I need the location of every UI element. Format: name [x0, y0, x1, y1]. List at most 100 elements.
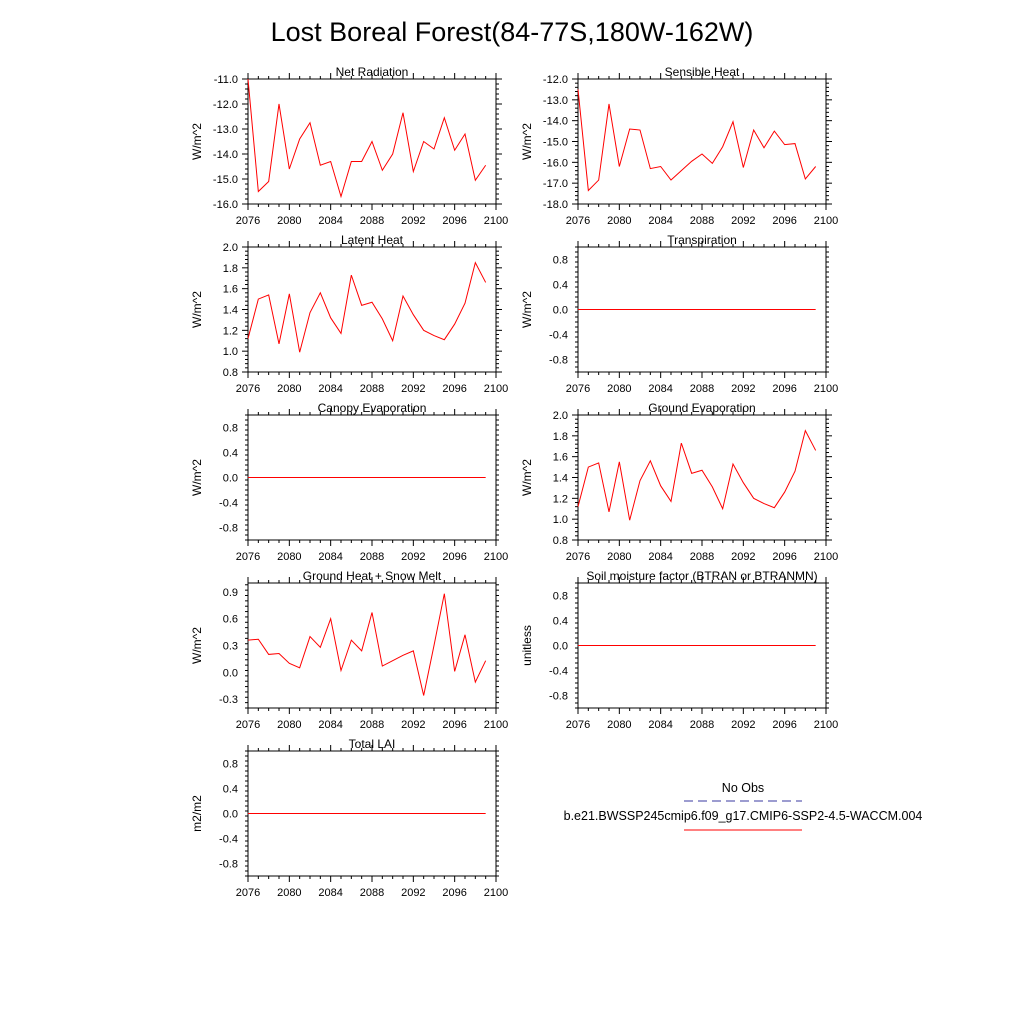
legend: No Obs b.e21.BWSSP245cmip6.f09_g17.CMIP6…: [564, 781, 923, 831]
x-tick-label: 2076: [566, 551, 590, 563]
x-tick-label: 2084: [318, 383, 342, 395]
y-tick-label: -0.4: [219, 498, 238, 510]
panel-title: Total LAI: [349, 737, 396, 751]
panel-title: Soil moisture factor (BTRAN or BTRANMN): [586, 569, 817, 583]
series-line-1: [247, 593, 487, 696]
y-tick-label: -17.0: [543, 178, 568, 190]
x-tick-label: 2076: [236, 215, 260, 227]
x-tick-label: 2076: [236, 719, 260, 731]
y-axis-label: W/m^2: [190, 291, 204, 328]
x-tick-label: 2100: [484, 887, 508, 899]
x-tick-label: 2100: [814, 719, 838, 731]
y-tick-label: 0.0: [223, 667, 238, 679]
x-tick-label: 2076: [236, 887, 260, 899]
x-tick-label: 2084: [318, 215, 342, 227]
panel-title: Ground Evaporation: [648, 401, 755, 415]
y-tick-label: -16.0: [543, 157, 568, 169]
chart-panel-5: Canopy Evaporation W/m^2 2076 2080 2084 2088 2…: [190, 401, 508, 563]
y-tick-label: -0.8: [219, 523, 238, 535]
x-tick-label: 2092: [401, 719, 425, 731]
y-tick-label: 0.8: [553, 255, 568, 267]
x-tick-label: 2100: [484, 551, 508, 563]
plot-frame: [577, 414, 827, 541]
x-tick-label: 2096: [442, 551, 466, 563]
panel-title: Canopy Evaporation: [318, 401, 427, 415]
y-tick-label: 0.0: [553, 641, 568, 653]
y-tick-label: 1.4: [223, 305, 238, 317]
x-tick-label: 2088: [690, 551, 714, 563]
x-tick-label: 2084: [648, 719, 672, 731]
plot-frame: [247, 246, 497, 373]
x-tick-label: 2096: [772, 215, 796, 227]
x-tick-label: 2096: [442, 887, 466, 899]
legend-label-obs: No Obs: [722, 781, 764, 795]
x-tick-label: 2096: [442, 383, 466, 395]
x-tick-label: 2100: [814, 383, 838, 395]
x-tick-label: 2088: [690, 215, 714, 227]
x-tick-label: 2092: [401, 551, 425, 563]
panel-title: Transpiration: [667, 233, 737, 247]
y-tick-label: -12.0: [213, 99, 238, 111]
y-tick-label: -0.8: [219, 859, 238, 871]
x-tick-label: 2084: [648, 383, 672, 395]
y-tick-label: 0.4: [553, 616, 568, 628]
panel-title: Latent Heat: [341, 233, 404, 247]
x-tick-label: 2088: [360, 887, 384, 899]
y-tick-label: -16.0: [213, 199, 238, 211]
x-tick-label: 2092: [731, 383, 755, 395]
x-tick-label: 2092: [401, 215, 425, 227]
x-tick-label: 2080: [277, 383, 301, 395]
y-tick-label: 1.6: [223, 284, 238, 296]
y-axis-label: unitless: [520, 625, 534, 666]
y-tick-label: 1.0: [223, 346, 238, 358]
series-line-1: [577, 89, 817, 192]
x-tick-label: 2092: [731, 551, 755, 563]
x-tick-label: 2080: [607, 215, 631, 227]
x-tick-label: 2092: [731, 719, 755, 731]
y-tick-label: 0.4: [223, 448, 238, 460]
y-tick-label: 0.4: [223, 784, 238, 796]
y-tick-label: 2.0: [223, 242, 238, 254]
x-tick-label: 2096: [772, 383, 796, 395]
x-tick-label: 2088: [690, 383, 714, 395]
y-tick-label: 0.6: [223, 614, 238, 626]
chart-panel-2: Sensible Heat W/m^2 2076 2080 2084 2088 2092 20…: [520, 65, 838, 227]
y-tick-label: 0.8: [223, 367, 238, 379]
y-tick-label: 0.4: [553, 280, 568, 292]
y-tick-label: 1.8: [223, 263, 238, 275]
y-tick-label: -0.8: [549, 691, 568, 703]
y-tick-label: 2.0: [553, 410, 568, 422]
x-tick-label: 2088: [360, 719, 384, 731]
x-tick-label: 2080: [277, 215, 301, 227]
chart-panel-9: Total LAI m2/m2 2076 2080 2084 2088 2092 2096 21…: [190, 737, 508, 899]
x-tick-label: 2096: [772, 551, 796, 563]
panel-title: Sensible Heat: [665, 65, 740, 79]
series-line-1: [247, 261, 487, 353]
chart-panel-4: Transpiration W/m^2 2076 2080 2084 2088 2092 20…: [520, 233, 838, 395]
y-tick-label: -14.0: [543, 116, 568, 128]
x-tick-label: 2076: [236, 383, 260, 395]
y-tick-label: -18.0: [543, 199, 568, 211]
chart-panel-8: Soil moisture factor (BTRAN or BTRANMN) u…: [520, 569, 838, 731]
series-line-1: [247, 78, 487, 199]
x-tick-label: 2088: [690, 719, 714, 731]
x-tick-label: 2092: [401, 887, 425, 899]
x-tick-label: 2100: [484, 719, 508, 731]
y-tick-label: -14.0: [213, 149, 238, 161]
x-tick-label: 2080: [607, 551, 631, 563]
y-tick-label: -0.4: [549, 666, 568, 678]
y-axis-label: W/m^2: [520, 291, 534, 328]
y-axis-label: W/m^2: [190, 123, 204, 160]
x-tick-label: 2080: [607, 383, 631, 395]
x-tick-label: 2080: [607, 719, 631, 731]
y-tick-label: 0.8: [223, 423, 238, 435]
y-tick-label: 0.8: [223, 759, 238, 771]
y-tick-label: 0.0: [553, 305, 568, 317]
x-tick-label: 2092: [731, 215, 755, 227]
y-tick-label: 1.2: [223, 325, 238, 337]
y-axis-label: W/m^2: [190, 459, 204, 496]
y-axis-label: W/m^2: [190, 627, 204, 664]
chart-panel-1: Net Radiation W/m^2 2076 2080 2084 2088 2092 20…: [190, 65, 508, 227]
legend-label-model: b.e21.BWSSP245cmip6.f09_g17.CMIP6-SSP2-4…: [564, 809, 923, 823]
